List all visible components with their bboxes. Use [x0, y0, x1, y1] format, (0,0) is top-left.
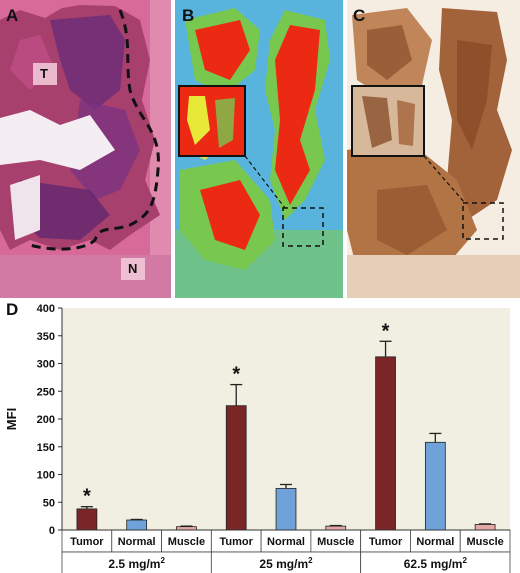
panel-c-ihc-stain	[347, 0, 520, 298]
y-tick-label: 250	[37, 386, 55, 398]
category-label: Muscle	[317, 536, 354, 548]
bar-normal	[275, 487, 297, 531]
y-tick-label: 400	[37, 303, 55, 315]
panel-c-label: C	[353, 6, 366, 25]
bar-tumor	[225, 405, 247, 531]
y-tick-label: 300	[37, 359, 55, 371]
mfi-bar-chart: 0 50 100 150 200 250 300 350 400 * * * Tumor Normal…	[4, 303, 511, 573]
significance-star: *	[232, 364, 240, 386]
category-label: Normal	[416, 536, 454, 548]
category-label: Muscle	[466, 536, 503, 548]
y-tick-label: 200	[37, 414, 55, 426]
y-tick-label: 350	[37, 331, 55, 343]
tumor-marker: T	[40, 66, 48, 81]
significance-star: *	[382, 320, 390, 342]
normal-marker: N	[128, 261, 138, 276]
significance-star: *	[83, 486, 91, 508]
bar-normal	[126, 519, 148, 531]
group-label: 2.5 mg/m2	[108, 556, 165, 571]
category-label: Normal	[267, 536, 305, 548]
y-tick-label: 150	[37, 442, 55, 454]
panel-b-fluorescence-map	[175, 0, 343, 298]
bar-muscle	[325, 525, 347, 531]
y-tick-label: 50	[43, 497, 55, 509]
panel-b-label: B	[182, 6, 195, 25]
panel-a-he-stain: T N	[0, 0, 171, 298]
y-axis-label: MFI	[4, 408, 19, 430]
category-label: Tumor	[220, 536, 254, 548]
panel-d-label: D	[6, 300, 19, 319]
category-label: Normal	[118, 536, 156, 548]
category-label: Tumor	[369, 536, 403, 548]
y-tick-label: 0	[49, 525, 55, 537]
group-label: 25 mg/m2	[259, 556, 313, 571]
group-label: 62.5 mg/m2	[404, 556, 468, 571]
bar-normal	[424, 441, 446, 531]
group-cell	[360, 551, 511, 573]
category-label: Tumor	[70, 536, 104, 548]
category-label: Muscle	[168, 536, 205, 548]
bar-muscle	[474, 524, 496, 531]
bar-tumor	[76, 508, 98, 531]
panel-a-label: A	[6, 6, 19, 25]
y-tick-label: 100	[37, 470, 55, 482]
bar-tumor	[375, 356, 396, 531]
